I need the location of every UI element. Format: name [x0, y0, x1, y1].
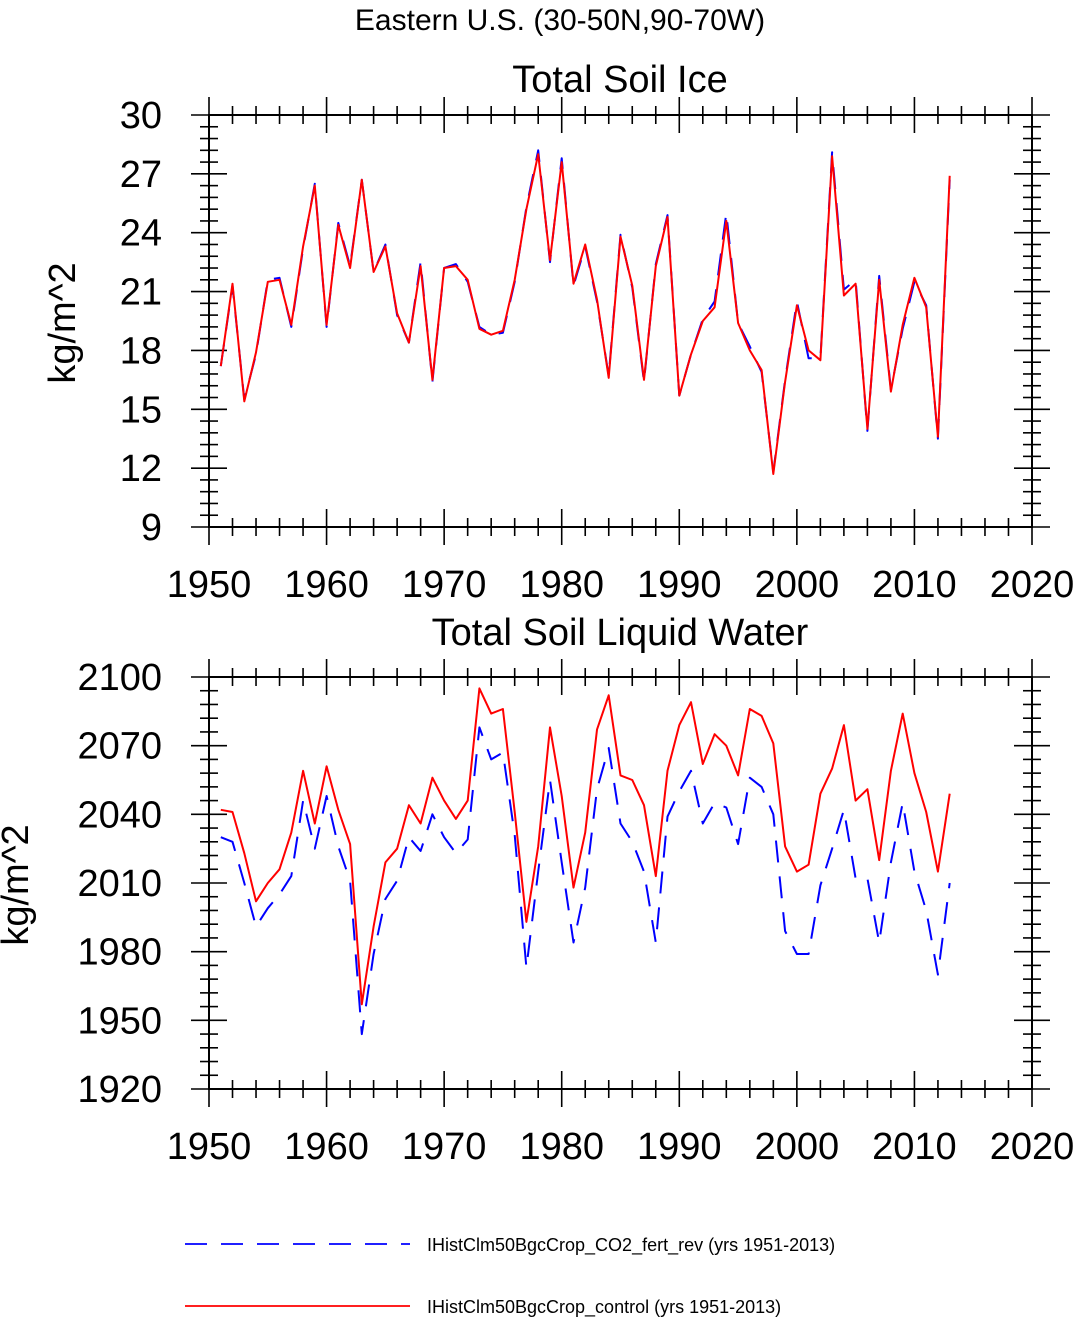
x-tick-label: 2000: [755, 564, 840, 606]
series-line-control: [219, 153, 951, 475]
y-tick-label: 1980: [77, 932, 162, 974]
y-tick-label: 9: [141, 507, 162, 549]
series-line-co2-fert-rev: [219, 149, 951, 474]
panel-total-soil-ice: Total Soil Ice kg/m^2 1950 1960 1970 1980 19…: [42, 59, 1074, 606]
x-tick-label: 2020: [990, 564, 1075, 606]
x-tick-label: 1950: [167, 1126, 252, 1168]
x-tick-labels-soil-liquid-water: 1950 1960 1970 1980 1990 2000 2010 2020: [167, 1126, 1075, 1168]
figure-title: Eastern U.S. (30-50N,90-70W): [355, 4, 765, 37]
x-tick-label: 1950: [167, 564, 252, 606]
series-line-co2-fert-rev: [220, 726, 951, 1036]
series-line-control: [220, 687, 951, 1006]
x-tick-label: 1990: [637, 564, 722, 606]
legend-label-co2-fert-rev: IHistClm50BgcCrop_CO2_fert_rev (yrs 1951…: [427, 1235, 835, 1256]
x-tick-label: 2020: [990, 1126, 1075, 1168]
y-tick-label: 12: [120, 448, 162, 490]
y-tick-label: 2070: [77, 726, 162, 768]
y-tick-label: 18: [120, 330, 162, 372]
plot-frame-soil-ice: [208, 114, 1033, 528]
y-tick-label: 15: [120, 389, 162, 431]
x-tick-label: 1960: [284, 1126, 369, 1168]
y-tick-label: 2040: [77, 794, 162, 836]
x-tick-label: 1970: [402, 564, 487, 606]
panel-title-soil-liquid-water: Total Soil Liquid Water: [432, 612, 809, 654]
panel-title-soil-ice: Total Soil Ice: [512, 59, 727, 101]
x-tick-label: 2000: [755, 1126, 840, 1168]
tick-marks-soil-ice: [191, 97, 1050, 545]
y-tick-label: 24: [120, 213, 162, 255]
y-tick-labels-soil-liquid-water: 1920 1950 1980 2010 2040 2070 2100: [77, 657, 162, 1111]
y-tick-label: 27: [120, 154, 162, 196]
y-tick-label: 2010: [77, 863, 162, 905]
x-tick-label: 1980: [519, 1126, 604, 1168]
legend-label-control: IHistClm50BgcCrop_control (yrs 1951-2013…: [427, 1297, 781, 1318]
y-axis-label-soil-liquid-water: kg/m^2: [0, 824, 37, 945]
series-lines-soil-liquid-water: [220, 687, 951, 1036]
x-tick-label: 1980: [519, 564, 604, 606]
y-tick-label: 21: [120, 272, 162, 314]
y-tick-label: 2100: [77, 657, 162, 699]
legend: IHistClm50BgcCrop_CO2_fert_rev (yrs 1951…: [185, 1235, 835, 1318]
y-tick-labels-soil-ice: 9 12 15 18 21 24 27 30: [120, 95, 162, 549]
x-tick-labels-soil-ice: 1950 1960 1970 1980 1990 2000 2010 2020: [167, 564, 1075, 606]
panel-total-soil-liquid-water: Total Soil Liquid Water kg/m^2 1950 1960 1…: [0, 612, 1074, 1168]
y-tick-label: 1920: [77, 1069, 162, 1111]
series-lines-soil-ice: [219, 149, 951, 475]
tick-marks-soil-liquid-water: [191, 659, 1050, 1107]
x-tick-label: 1970: [402, 1126, 487, 1168]
x-tick-label: 1990: [637, 1126, 722, 1168]
y-axis-label-soil-ice: kg/m^2: [42, 262, 84, 383]
y-tick-label: 1950: [77, 1000, 162, 1042]
x-tick-label: 1960: [284, 564, 369, 606]
x-tick-label: 2010: [872, 564, 957, 606]
y-tick-label: 30: [120, 95, 162, 137]
x-tick-label: 2010: [872, 1126, 957, 1168]
